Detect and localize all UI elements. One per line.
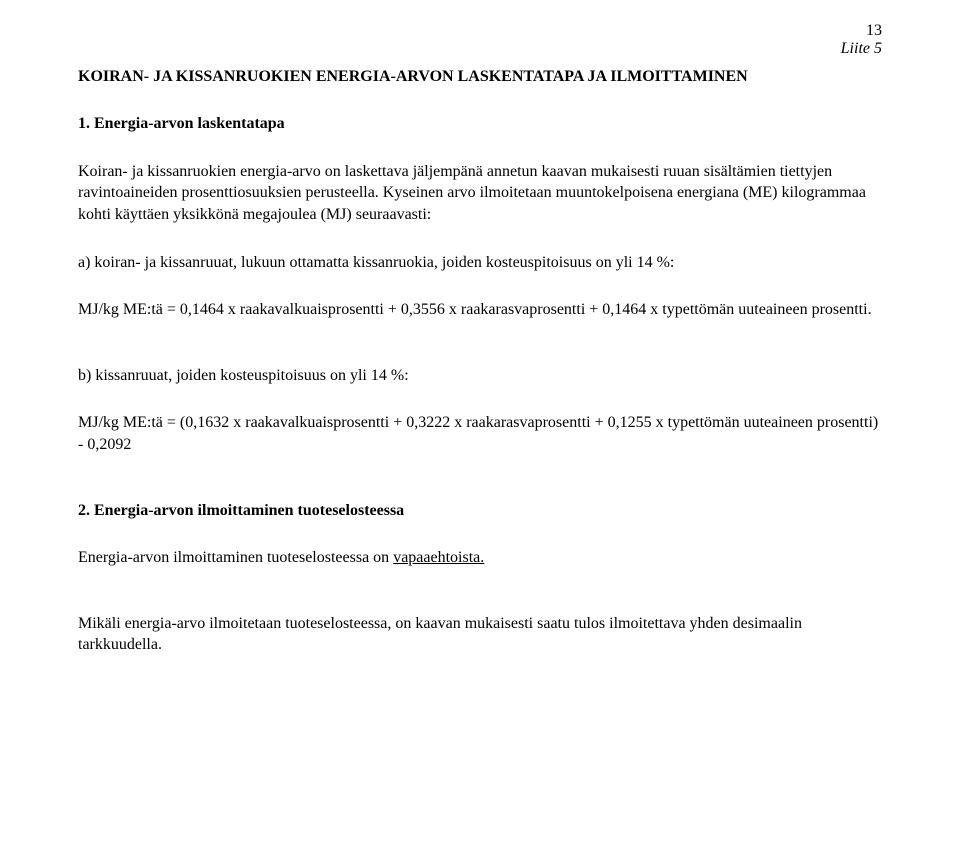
item-a-formula: MJ/kg ME:tä = 0,1464 x raakavalkuaispros… [78, 299, 882, 321]
document-title: KOIRAN- JA KISSANRUOKIEN ENERGIA-ARVON L… [78, 66, 882, 88]
item-a-label: a) koiran- ja kissanruuat, lukuun ottama… [78, 252, 882, 274]
document-page: 13 Liite 5 KOIRAN- JA KISSANRUOKIEN ENER… [0, 0, 960, 842]
item-b-formula: MJ/kg ME:tä = (0,1632 x raakavalkuaispro… [78, 412, 882, 455]
section-2-heading: 2. Energia-arvon ilmoittaminen tuoteselo… [78, 500, 882, 522]
item-b-label: b) kissanruuat, joiden kosteuspitoisuus … [78, 365, 882, 387]
spacer [78, 482, 882, 500]
page-number: 13 [866, 20, 882, 42]
section-1-heading: 1. Energia-arvon laskentatapa [78, 113, 882, 135]
section-2-underlined: vapaaehtoista. [393, 549, 484, 566]
intro-paragraph: Koiran- ja kissanruokien energia-arvo on… [78, 161, 882, 226]
spacer [78, 595, 882, 613]
spacer [78, 347, 882, 365]
final-paragraph: Mikäli energia-arvo ilmoitetaan tuotesel… [78, 613, 882, 656]
section-2-line: Energia-arvon ilmoittaminen tuoteseloste… [78, 547, 882, 569]
appendix-label: Liite 5 [78, 38, 882, 60]
section-2-text: Energia-arvon ilmoittaminen tuoteseloste… [78, 549, 393, 566]
